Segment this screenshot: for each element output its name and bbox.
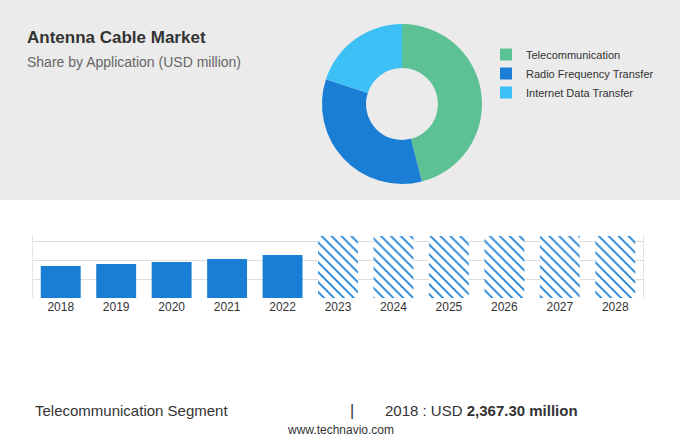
svg-text:2024: 2024 bbox=[380, 300, 407, 314]
svg-text:Telecommunication Segment: Telecommunication Segment bbox=[35, 402, 228, 419]
svg-text:www.technavio.com: www.technavio.com bbox=[287, 423, 394, 437]
svg-text:2020: 2020 bbox=[158, 300, 185, 314]
svg-text:Radio Frequency Transfer: Radio Frequency Transfer bbox=[526, 68, 654, 80]
svg-text:Antenna Cable Market: Antenna Cable Market bbox=[27, 28, 206, 47]
svg-text:2019: 2019 bbox=[103, 300, 130, 314]
svg-text:2023: 2023 bbox=[325, 300, 352, 314]
svg-text:2022: 2022 bbox=[269, 300, 296, 314]
svg-text:2028: 2028 bbox=[602, 300, 629, 314]
svg-text:Telecommunication: Telecommunication bbox=[526, 49, 620, 61]
svg-text:2027: 2027 bbox=[546, 300, 573, 314]
svg-text:Internet Data Transfer: Internet Data Transfer bbox=[526, 87, 633, 99]
svg-text:2021: 2021 bbox=[214, 300, 241, 314]
svg-text:Share by Application (USD mill: Share by Application (USD million) bbox=[27, 54, 241, 70]
svg-text:2018 : USD 2,367.30 million: 2018 : USD 2,367.30 million bbox=[385, 402, 578, 419]
svg-text:2018: 2018 bbox=[47, 300, 74, 314]
svg-text:|: | bbox=[350, 402, 354, 419]
svg-text:2025: 2025 bbox=[436, 300, 463, 314]
svg-text:2026: 2026 bbox=[491, 300, 518, 314]
